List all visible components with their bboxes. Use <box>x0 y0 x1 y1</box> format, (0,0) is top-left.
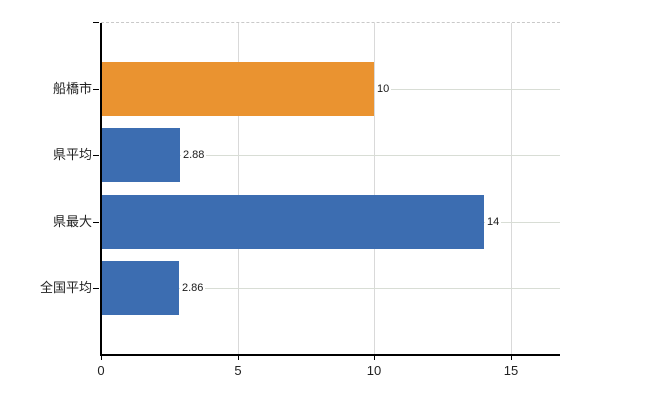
vertical-gridline <box>511 23 512 354</box>
y-axis-tick <box>93 155 99 156</box>
x-tick-label: 10 <box>366 363 382 378</box>
x-axis-tick <box>238 356 239 360</box>
vertical-gridline <box>374 23 375 354</box>
y-axis-tick <box>93 222 99 223</box>
horizontal-gridline <box>101 155 560 156</box>
value-label: 14 <box>485 214 502 230</box>
category-label: 県最大 <box>52 214 92 229</box>
x-axis-tick <box>511 356 512 360</box>
y-axis-end-tick <box>93 22 99 23</box>
bar-県平均[interactable] <box>101 128 180 182</box>
bar-全国平均[interactable] <box>101 261 179 315</box>
vertical-gridline <box>238 23 239 354</box>
value-label: 10 <box>375 81 392 97</box>
category-label: 県平均 <box>52 147 92 162</box>
x-tick-label: 5 <box>234 363 242 378</box>
y-axis-tick <box>93 89 99 90</box>
y-axis-tick <box>93 288 99 289</box>
bar-船橋市[interactable] <box>101 62 374 116</box>
bar-県最大[interactable] <box>101 195 484 249</box>
y-axis-line <box>100 23 102 356</box>
plot-top-border <box>101 22 560 23</box>
x-axis-tick <box>101 356 102 360</box>
category-label: 船橋市 <box>52 81 92 96</box>
horizontal-gridline <box>101 288 560 289</box>
x-axis-tick <box>374 356 375 360</box>
x-tick-label: 15 <box>503 363 519 378</box>
value-label: 2.88 <box>181 147 207 163</box>
x-tick-label: 0 <box>97 363 105 378</box>
x-axis-line <box>100 354 560 356</box>
value-label: 2.86 <box>180 280 206 296</box>
category-label: 全国平均 <box>39 280 92 295</box>
